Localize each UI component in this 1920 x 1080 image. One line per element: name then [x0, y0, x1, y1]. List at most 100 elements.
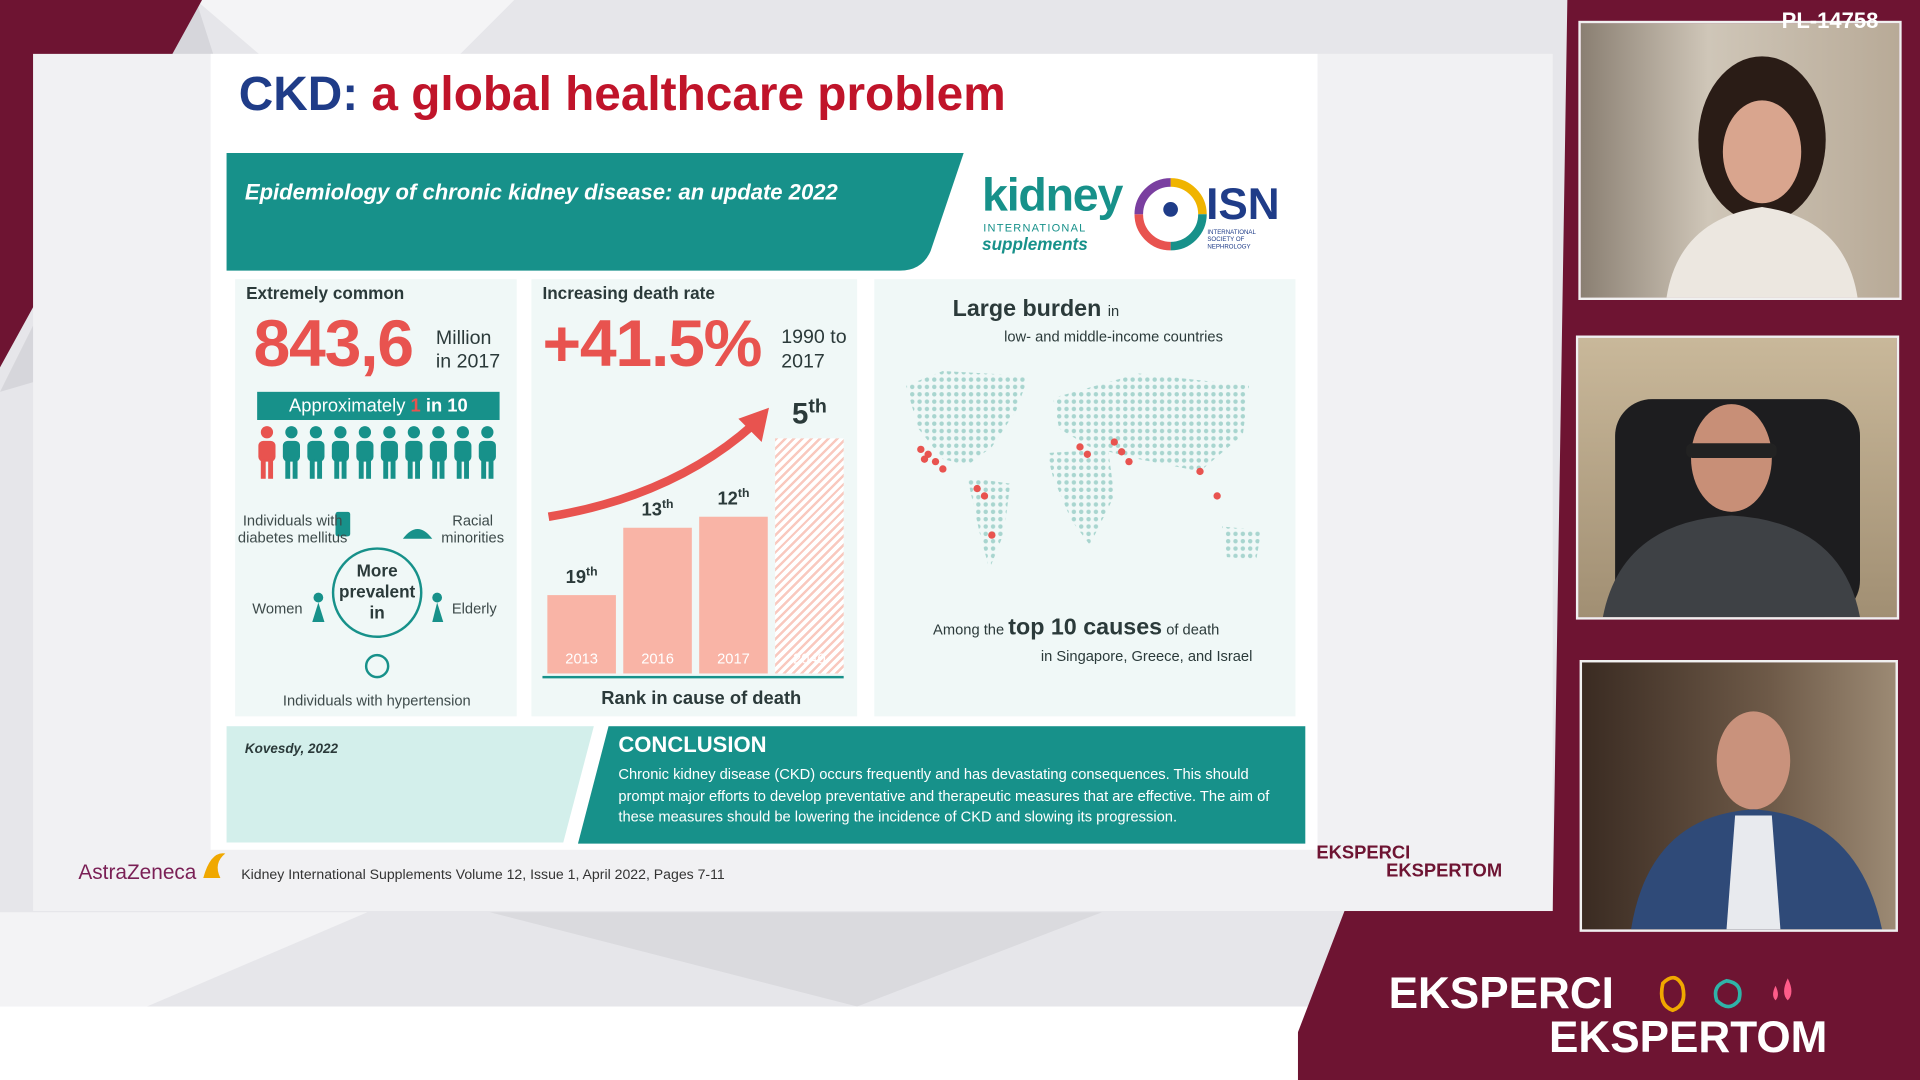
- participant: [1631, 711, 1883, 930]
- bar-year: 2017: [717, 650, 750, 668]
- rank-number: 19: [565, 566, 587, 588]
- person-icon: [356, 426, 374, 479]
- bar-year: 2016: [641, 650, 674, 668]
- rank-suffix: th: [808, 396, 827, 418]
- rank-number: 5: [791, 397, 809, 432]
- brand-icons: [1659, 975, 1792, 1013]
- heading-text: Large burden: [952, 296, 1102, 323]
- rank-number: 13: [641, 499, 662, 521]
- kidney-logo: kidney: [982, 170, 1123, 222]
- title-part: CKD:: [238, 68, 359, 122]
- conclusion-text: Chronic kidney disease (CKD) occurs freq…: [618, 765, 1270, 826]
- person-icon: [258, 426, 276, 479]
- brand-large: EKSPERTOM: [1548, 1011, 1828, 1062]
- rank-label: 13th: [623, 498, 692, 520]
- rank-bar: 2040: [775, 438, 844, 674]
- slide-title: CKD: a global healthcare problem: [239, 69, 1006, 123]
- group-label: Racial minorities: [441, 511, 505, 547]
- person-icon: [454, 426, 472, 479]
- people-icons: [258, 426, 496, 479]
- continent: [1222, 526, 1262, 560]
- icon: [335, 511, 351, 537]
- person-icon: [478, 426, 496, 479]
- banner-bg: [226, 153, 964, 271]
- trend-arrow: [547, 407, 769, 521]
- bottom-strip: [0, 1006, 1298, 1080]
- session-id: PL-14758: [1781, 8, 1879, 34]
- source: Kovesdy, 2022: [244, 742, 338, 757]
- isn-logo-sub: INTERNATIONAL SOCIETY OF NEPHROLOGY: [1207, 228, 1256, 252]
- unit: in 2017: [435, 351, 501, 373]
- citation: Kidney International Supplements Volume …: [241, 868, 725, 883]
- subheading: low- and middle-income countries: [1004, 328, 1223, 346]
- icon: [432, 602, 444, 623]
- rank-label: 5th: [775, 397, 844, 433]
- period: 1990 to 2017: [781, 326, 847, 373]
- icon: [432, 592, 443, 603]
- ratio-text: in 10: [425, 395, 468, 417]
- group-label: Women: [252, 600, 303, 618]
- icon: [364, 653, 390, 679]
- heading-text: in: [1107, 302, 1120, 320]
- ratio-bar: Approximately 1 in 10: [257, 391, 500, 421]
- rank-suffix: th: [586, 565, 598, 580]
- isn-logo: ISN: [1206, 178, 1280, 229]
- title-part: a global healthcare problem: [371, 68, 1006, 122]
- group-label: Elderly: [451, 600, 497, 618]
- continent: [1046, 449, 1115, 545]
- baseline: [542, 675, 844, 679]
- circle: [331, 547, 423, 638]
- video-tile: [1575, 335, 1900, 620]
- rank-bar: 2017: [699, 516, 768, 674]
- note-text: of death: [1166, 620, 1220, 638]
- center-text: More prevalent in: [339, 560, 416, 623]
- caption: Rank in cause of death: [601, 688, 802, 709]
- arrow-line: [547, 421, 756, 521]
- rank-label: 12th: [699, 487, 768, 509]
- participant: [1602, 399, 1861, 618]
- heading: Large burden in: [953, 296, 1120, 323]
- icon: [312, 602, 325, 623]
- bottom-shapes: [226, 726, 1306, 844]
- rank-suffix: th: [737, 487, 750, 501]
- participant: [1666, 56, 1858, 298]
- person-icon: [380, 426, 398, 479]
- panel: [235, 279, 517, 717]
- note: Among the top 10 causes of death: [933, 615, 1219, 642]
- group-label: Individuals with hypertension: [282, 691, 471, 709]
- isn-icon: [1134, 178, 1207, 251]
- video-tile: [1579, 660, 1898, 932]
- big-number: 843,6: [253, 307, 414, 381]
- world-map: [906, 371, 1262, 570]
- big-number: +41.5%: [542, 307, 762, 381]
- rank-number: 12: [717, 488, 738, 510]
- note-text: Among the: [933, 620, 1005, 638]
- brand-small: EKSPERTOM: [1386, 860, 1503, 882]
- kidney-logo-sub: INTERNATIONAL: [983, 221, 1087, 234]
- arrow-head: [738, 407, 769, 443]
- group-label: Individuals with diabetes mellitus: [237, 511, 348, 547]
- rank-bar: 2013: [547, 595, 616, 674]
- brand-large: EKSPERCI: [1388, 967, 1614, 1018]
- banner-shape: [226, 153, 964, 271]
- ratio-text: Approximately: [289, 395, 406, 417]
- heading: Extremely common: [246, 282, 405, 303]
- icon: [313, 592, 324, 603]
- conclusion-heading: CONCLUSION: [618, 732, 767, 757]
- note-em: top 10 causes: [1008, 614, 1163, 641]
- prevalence-diagram: [312, 511, 444, 679]
- kidney-logo-sub: supplements: [982, 233, 1088, 254]
- bar-year: 2040: [793, 650, 826, 668]
- rank-label: 19th: [547, 566, 616, 588]
- unit: Million: [435, 328, 492, 349]
- continent: [967, 477, 1011, 570]
- sponsor-logo: AstraZeneca: [78, 860, 197, 885]
- facet: [0, 912, 368, 1007]
- person-icon: [405, 426, 423, 479]
- ratio-num: 1: [410, 395, 421, 417]
- person-icon: [429, 426, 447, 479]
- conclusion-box: [577, 726, 1306, 844]
- note: in Singapore, Greece, and Israel: [1040, 647, 1253, 665]
